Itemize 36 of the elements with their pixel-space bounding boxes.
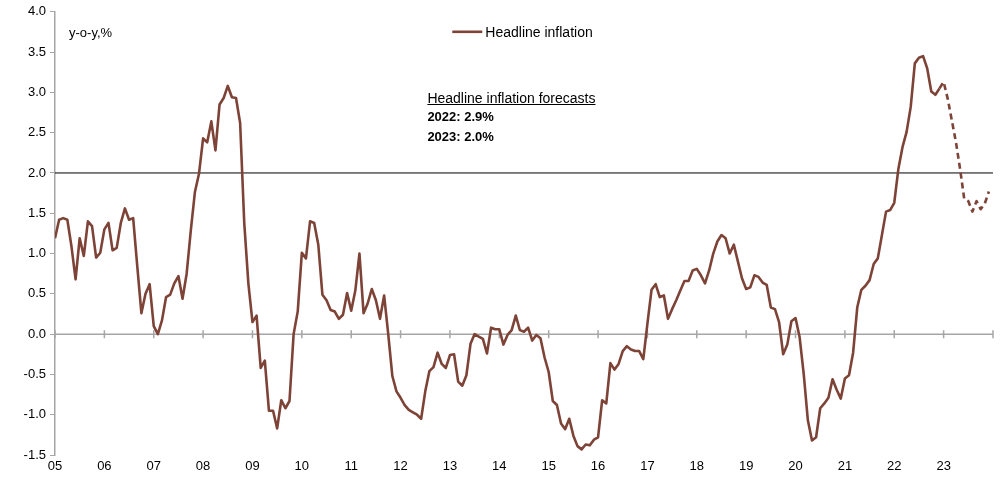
annotation: 2023: 2.0% (427, 128, 494, 144)
x-tick-label: 23 (936, 458, 951, 474)
x-tick-label: 20 (788, 458, 803, 474)
y-tick-label: 4.0 (27, 3, 46, 19)
annotation: Headline inflation forecasts (427, 89, 596, 106)
y-tick-label: 1.5 (27, 204, 46, 220)
x-tick-label: 05 (47, 458, 63, 474)
x-tick-label: 11 (344, 458, 358, 474)
x-tick-label: 22 (887, 458, 902, 474)
annotation: 2022: 2.9% (427, 109, 494, 125)
y-tick-label: 3.0 (27, 83, 46, 99)
y-tick-label: 0.5 (27, 285, 46, 301)
y-tick-label: -1.5 (23, 446, 46, 462)
legend-label: Headline inflation (485, 23, 593, 40)
x-tick-label: 12 (393, 458, 408, 474)
y-tick-label: 0.0 (27, 325, 46, 341)
x-tick-label: 10 (294, 458, 310, 474)
x-tick-label: 09 (245, 458, 260, 474)
x-tick-label: 08 (195, 458, 211, 474)
y-tick-label: 3.5 (27, 43, 46, 59)
x-tick-label: 21 (837, 458, 853, 474)
x-tick-label: 14 (492, 458, 507, 474)
y-tick-label: 2.0 (27, 164, 46, 180)
x-tick-label: 16 (590, 458, 606, 474)
x-tick-label: 06 (97, 458, 112, 474)
x-tick-label: 19 (738, 458, 754, 474)
x-tick-label: 17 (640, 458, 655, 474)
y-tick-label: 1.0 (27, 245, 46, 261)
x-tick-label: 13 (442, 458, 458, 474)
x-tick-label: 18 (689, 458, 705, 474)
x-tick-label: 07 (146, 458, 161, 474)
x-tick-label: 15 (541, 458, 556, 474)
y-tick-label: -1.0 (23, 406, 46, 422)
y-tick-label: 2.5 (27, 124, 46, 140)
y-tick-label: -0.5 (23, 366, 46, 381)
y-axis-title: y-o-y,% (69, 24, 113, 40)
